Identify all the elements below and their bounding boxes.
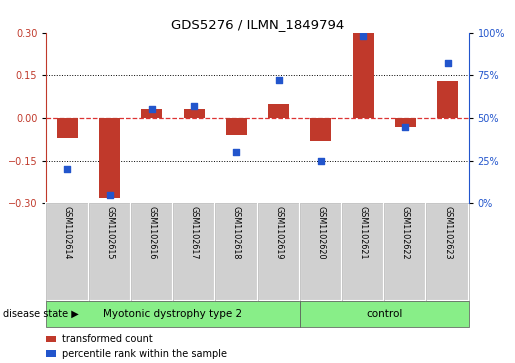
Bar — [352, 33, 373, 118]
Bar — [300, 301, 469, 327]
Bar — [300, 203, 342, 301]
Bar — [342, 203, 384, 301]
Bar — [46, 203, 89, 301]
Bar — [99, 118, 120, 197]
Point — [359, 33, 367, 39]
Text: GSM1102619: GSM1102619 — [274, 206, 283, 260]
Text: percentile rank within the sample: percentile rank within the sample — [62, 349, 227, 359]
Text: disease state ▶: disease state ▶ — [3, 309, 78, 319]
Bar — [426, 203, 469, 301]
Point — [63, 166, 72, 172]
Bar — [215, 203, 258, 301]
Point — [274, 78, 283, 83]
Bar — [89, 203, 131, 301]
Bar — [173, 203, 215, 301]
Bar — [384, 203, 426, 301]
Bar — [46, 301, 300, 327]
Bar — [57, 118, 78, 138]
Bar — [384, 203, 426, 301]
Text: GSM1102620: GSM1102620 — [316, 206, 325, 260]
Point — [190, 103, 198, 109]
Bar — [342, 203, 384, 301]
Bar — [437, 81, 458, 118]
Text: GSM1102621: GSM1102621 — [358, 206, 368, 260]
Bar — [426, 203, 469, 301]
Text: GSM1102622: GSM1102622 — [401, 206, 410, 260]
Text: GSM1102614: GSM1102614 — [63, 206, 72, 260]
Bar — [226, 118, 247, 135]
Bar — [268, 104, 289, 118]
Bar — [258, 203, 300, 301]
Bar — [89, 203, 131, 301]
Bar — [183, 110, 205, 118]
Point — [443, 61, 452, 66]
Point — [148, 107, 156, 113]
Text: transformed count: transformed count — [62, 334, 152, 344]
Text: GSM1102616: GSM1102616 — [147, 206, 157, 260]
Point — [232, 149, 241, 155]
Bar — [300, 203, 342, 301]
Point — [106, 192, 114, 197]
Text: GSM1102618: GSM1102618 — [232, 206, 241, 260]
Text: Myotonic dystrophy type 2: Myotonic dystrophy type 2 — [104, 309, 243, 319]
Title: GDS5276 / ILMN_1849794: GDS5276 / ILMN_1849794 — [171, 19, 344, 32]
Bar — [215, 203, 258, 301]
Text: control: control — [366, 309, 402, 319]
Bar — [394, 118, 416, 127]
Bar — [46, 203, 89, 301]
Bar — [173, 203, 215, 301]
Bar — [141, 110, 163, 118]
Bar — [258, 203, 300, 301]
Text: GSM1102615: GSM1102615 — [105, 206, 114, 260]
Text: GSM1102623: GSM1102623 — [443, 206, 452, 260]
Bar — [131, 203, 173, 301]
Bar — [131, 203, 173, 301]
Point — [401, 123, 409, 130]
Point — [317, 158, 325, 163]
Bar — [310, 118, 332, 141]
Text: GSM1102617: GSM1102617 — [190, 206, 199, 260]
